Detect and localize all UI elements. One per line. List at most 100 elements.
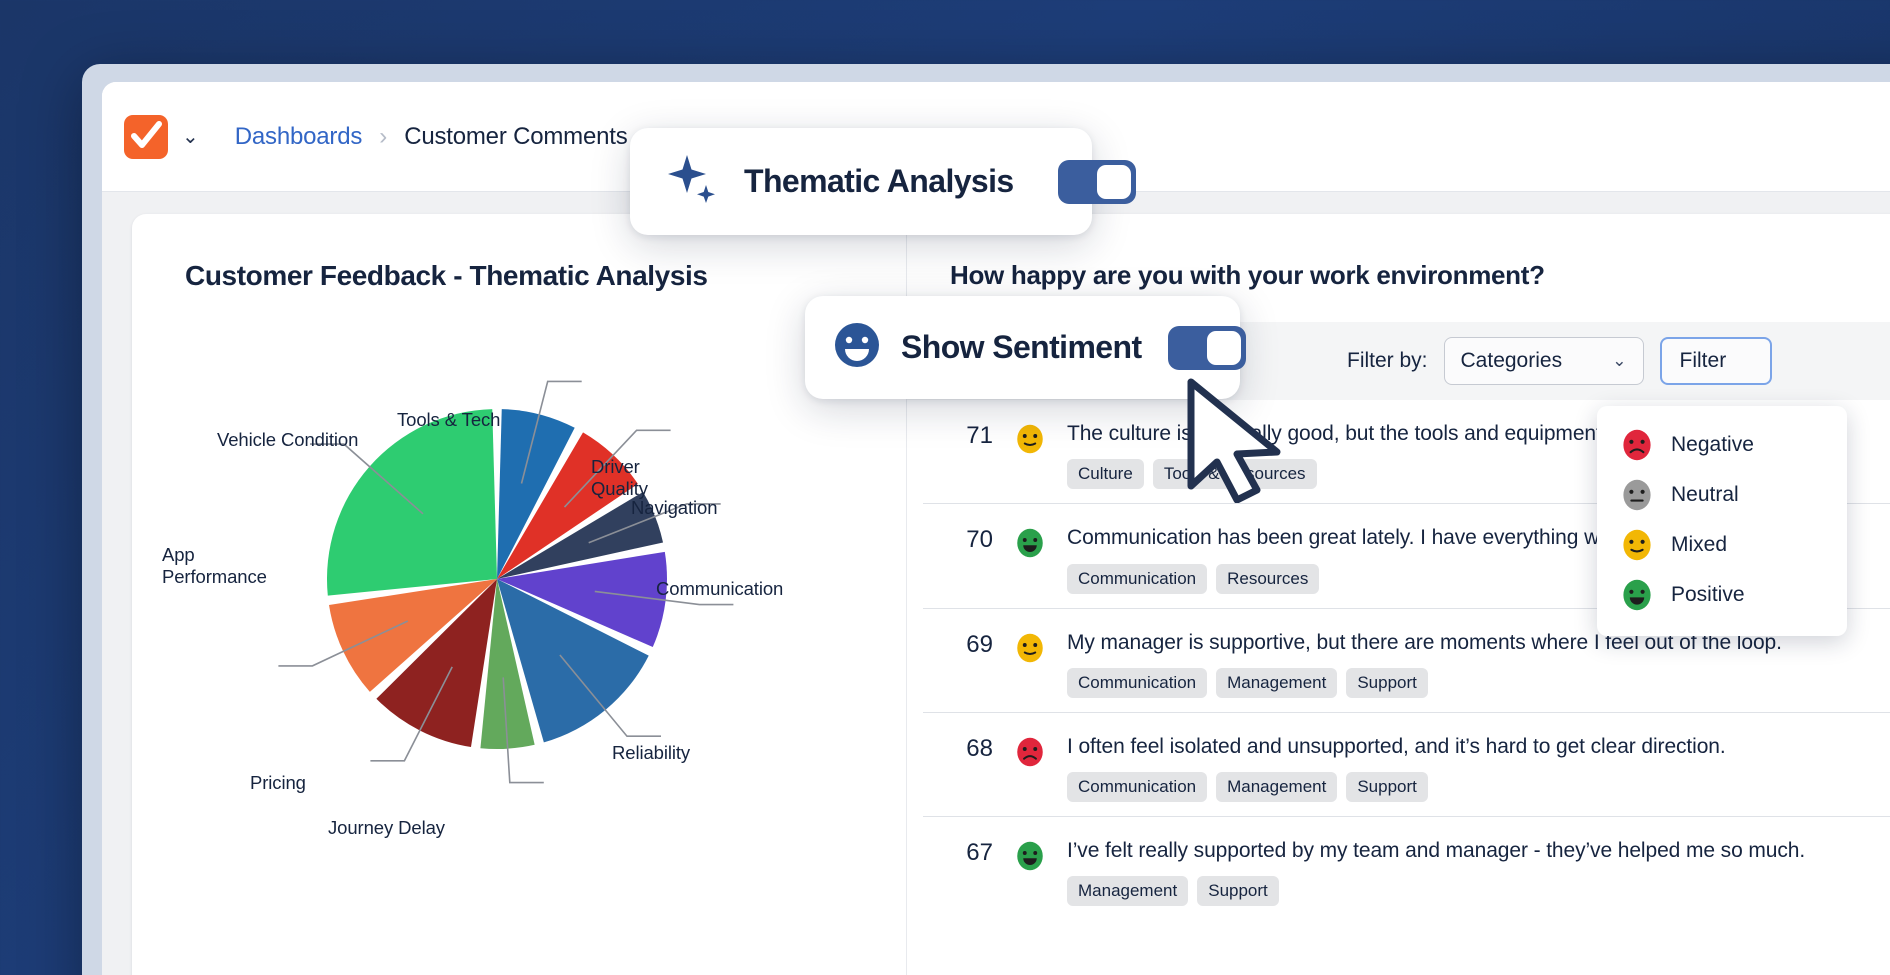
pie-slice-app-performance[interactable] [329,579,497,692]
pie-leader-line [502,677,544,784]
mouse-cursor-icon [1185,378,1295,508]
comment-sentiment-negative-icon [993,733,1067,767]
pie-slice-journey-delay[interactable] [480,579,535,750]
comment-body: I often feel isolated and unsupported, a… [1067,733,1890,803]
pie-label-app-performance: App Performance [162,544,267,588]
filter-button[interactable]: Filter [1659,337,1772,385]
comment-tag[interactable]: Support [1346,772,1428,803]
comment-tag[interactable]: Communication [1067,772,1208,803]
sentiment-option-label: Negative [1671,433,1754,456]
comment-tag[interactable]: Management [1216,772,1338,803]
comment-text: I often feel isolated and unsupported, a… [1067,734,1726,758]
pie-label-driver-quality: Driver Quality [591,456,648,500]
thematic-analysis-label: Thematic Analysis [744,163,1014,199]
comment-sentiment-mixed-icon [993,420,1067,454]
pie-slice-driver-quality[interactable] [497,432,638,579]
comment-tag[interactable]: Management [1067,876,1189,907]
sentiment-option-label: Positive [1671,583,1745,606]
comment-tag[interactable]: Support [1346,667,1428,698]
toggle-knob [1206,330,1241,365]
sentiment-option-mixed[interactable]: Mixed [1597,520,1847,570]
pie-slice-vehicle-condition[interactable] [326,409,497,596]
sentiment-filter-dropdown[interactable]: Negative Neutral Mixed Positive [1597,406,1847,636]
breadcrumb: Dashboards › Customer Comments [235,123,628,151]
filter-by-label: Filter by: [1347,349,1428,372]
breadcrumb-separator-icon: › [379,122,388,150]
comment-sentiment-mixed-icon [993,629,1067,663]
comment-tag[interactable]: Communication [1067,563,1208,594]
comments-panel-title: How happy are you with your work environ… [950,260,1545,290]
comment-number: 71 [966,422,993,449]
comment-number: 67 [966,839,993,867]
comment-row[interactable]: 67 I’ve felt really supported by my team … [923,816,1890,920]
comment-list: 71 The culture is generally good, but the… [907,400,1890,920]
app-content: ⌄ Dashboards › Customer Comments Custome… [102,82,1890,975]
breadcrumb-link-dashboards[interactable]: Dashboards [234,122,363,150]
sentiment-option-label: Neutral [1671,483,1739,506]
mixed-face-icon [1621,529,1653,561]
comment-tag[interactable]: Culture [1067,459,1144,490]
pie-leader-line [520,380,582,484]
categories-select[interactable]: Categories ⌄ [1443,337,1644,385]
pie-slice-tools-tech[interactable] [497,409,575,579]
pie-leader-line [310,443,424,515]
page-body: Customer Feedback - Thematic Analysis To… [102,192,1890,975]
app-logo-group[interactable]: ⌄ [124,114,199,159]
sentiment-option-neutral[interactable]: Neutral [1597,470,1847,520]
comment-body: I’ve felt really supported by my team an… [1067,837,1890,907]
pie-leader-line [594,590,734,606]
comment-tag-list: Communication Management Support [1067,772,1890,803]
chevron-down-icon: ⌄ [1612,351,1627,370]
pie-chart-svg [278,380,734,784]
show-sentiment-toggle-card[interactable]: Show Sentiment [805,296,1246,399]
pie-slices [326,409,667,750]
sparkle-icon [666,153,718,210]
comment-tag[interactable]: Management [1216,667,1338,698]
pie-label-tools-tech: Tools & Tech [397,409,501,430]
neutral-face-icon [1621,479,1653,511]
dashboard-content-card: Customer Feedback - Thematic Analysis To… [132,214,1890,975]
pie-leader-line [559,654,661,737]
thematic-analysis-toggle-card[interactable]: Thematic Analysis [630,128,1136,235]
filter-button-label: Filter [1679,349,1727,372]
comment-row[interactable]: 68 I often feel isolated and unsupported,… [923,711,1890,816]
pie-label-vehicle-condition: Vehicle Condition [217,429,359,450]
pie-label-journey-delay: Journey Delay [328,817,445,838]
thematic-analysis-toggle[interactable] [1057,159,1136,204]
happy-face-icon [1621,579,1653,611]
comment-row[interactable]: 69 My manager is supportive, but there ar… [923,607,1890,712]
pie-leader-lines [278,380,734,784]
pie-chart[interactable]: Tools & Tech Driver Quality Navigation C… [162,380,783,838]
sentiment-option-label: Mixed [1671,533,1728,556]
pie-slice-reliability[interactable] [497,579,649,743]
sad-face-icon [1621,429,1653,461]
categories-select-value: Categories [1460,349,1563,372]
pie-slice-pricing[interactable] [376,579,497,747]
comment-sentiment-positive-icon [993,524,1067,558]
pie-leader-line [370,666,453,762]
sentiment-option-positive[interactable]: Positive [1597,570,1847,620]
comment-tag[interactable]: Support [1197,876,1279,907]
pie-slice-communication[interactable] [497,551,667,648]
comment-tag[interactable]: Communication [1067,667,1208,698]
pie-leader-line [563,429,671,508]
comment-number: 70 [966,526,993,554]
comment-number: 68 [966,734,993,762]
sentiment-option-negative[interactable]: Negative [1597,420,1847,470]
comment-text: My manager is supportive, but there are … [1067,630,1782,654]
thematic-analysis-panel: Customer Feedback - Thematic Analysis To… [132,214,907,975]
chart-title: Customer Feedback - Thematic Analysis [185,260,708,291]
pie-slice-navigation[interactable] [497,491,664,579]
show-sentiment-toggle[interactable] [1167,325,1246,370]
pie-label-communication: Communication [656,578,784,599]
pie-label-navigation: Navigation [631,497,718,518]
comment-tag[interactable]: Resources [1216,563,1320,594]
breadcrumb-current-page: Customer Comments [404,122,628,150]
checkmark-logo-icon[interactable] [124,114,168,159]
smiley-face-icon [833,321,881,374]
chevron-down-icon[interactable]: ⌄ [182,125,199,148]
app-window: ⌄ Dashboards › Customer Comments Custome… [82,64,1890,975]
comment-number: 69 [966,630,993,658]
comment-tag-list: Communication Management Support [1067,667,1890,698]
toggle-knob [1096,164,1131,199]
